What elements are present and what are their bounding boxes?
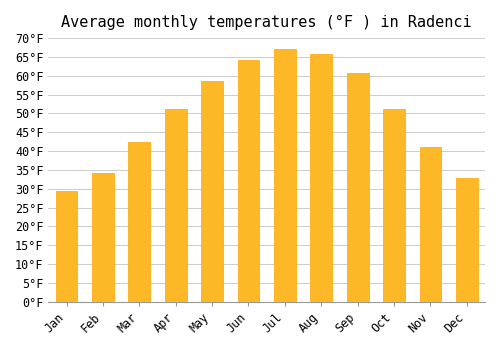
Bar [128, 142, 150, 302]
Bar [92, 173, 114, 302]
Bar [456, 178, 477, 302]
Bar [310, 54, 332, 302]
Bar [346, 73, 368, 302]
Bar [420, 147, 442, 302]
Bar [165, 109, 186, 302]
Title: Average monthly temperatures (°F ) in Radenci: Average monthly temperatures (°F ) in Ra… [62, 15, 472, 30]
Bar [56, 191, 78, 302]
Bar [274, 49, 296, 302]
Bar [201, 82, 223, 302]
Bar [383, 108, 405, 302]
Bar [238, 60, 260, 302]
